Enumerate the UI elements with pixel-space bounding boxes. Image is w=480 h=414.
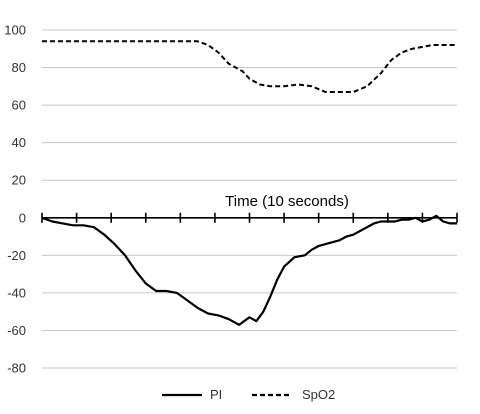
y-tick-label-7: -40 (7, 285, 26, 300)
series-line-spo2 (42, 40, 457, 93)
legend-label-spo2: SpO2 (302, 387, 335, 402)
x-axis-title: Time (10 seconds) (225, 193, 349, 210)
y-tick-label-9: -80 (7, 361, 26, 376)
y-tick-label-1: 80 (12, 60, 26, 75)
y-tick-labels: 100 80 60 40 20 0 -20 -40 -60 -80 (4, 23, 26, 376)
y-tick-label-2: 60 (12, 98, 26, 113)
y-tick-label-4: 20 (12, 173, 26, 188)
gridlines (42, 29, 457, 369)
legend-label-pi: PI (210, 387, 222, 402)
y-tick-label-5: 0 (19, 210, 26, 225)
series-line-pi (41, 214, 457, 326)
y-tick-label-6: -20 (7, 248, 26, 263)
legend: PI SpO2 (162, 387, 335, 402)
y-tick-label-3: 40 (12, 135, 26, 150)
y-tick-label-0: 100 (4, 23, 26, 38)
series-lines (41, 40, 457, 326)
x-axis (41, 212, 458, 223)
y-tick-label-8: -60 (7, 323, 26, 338)
